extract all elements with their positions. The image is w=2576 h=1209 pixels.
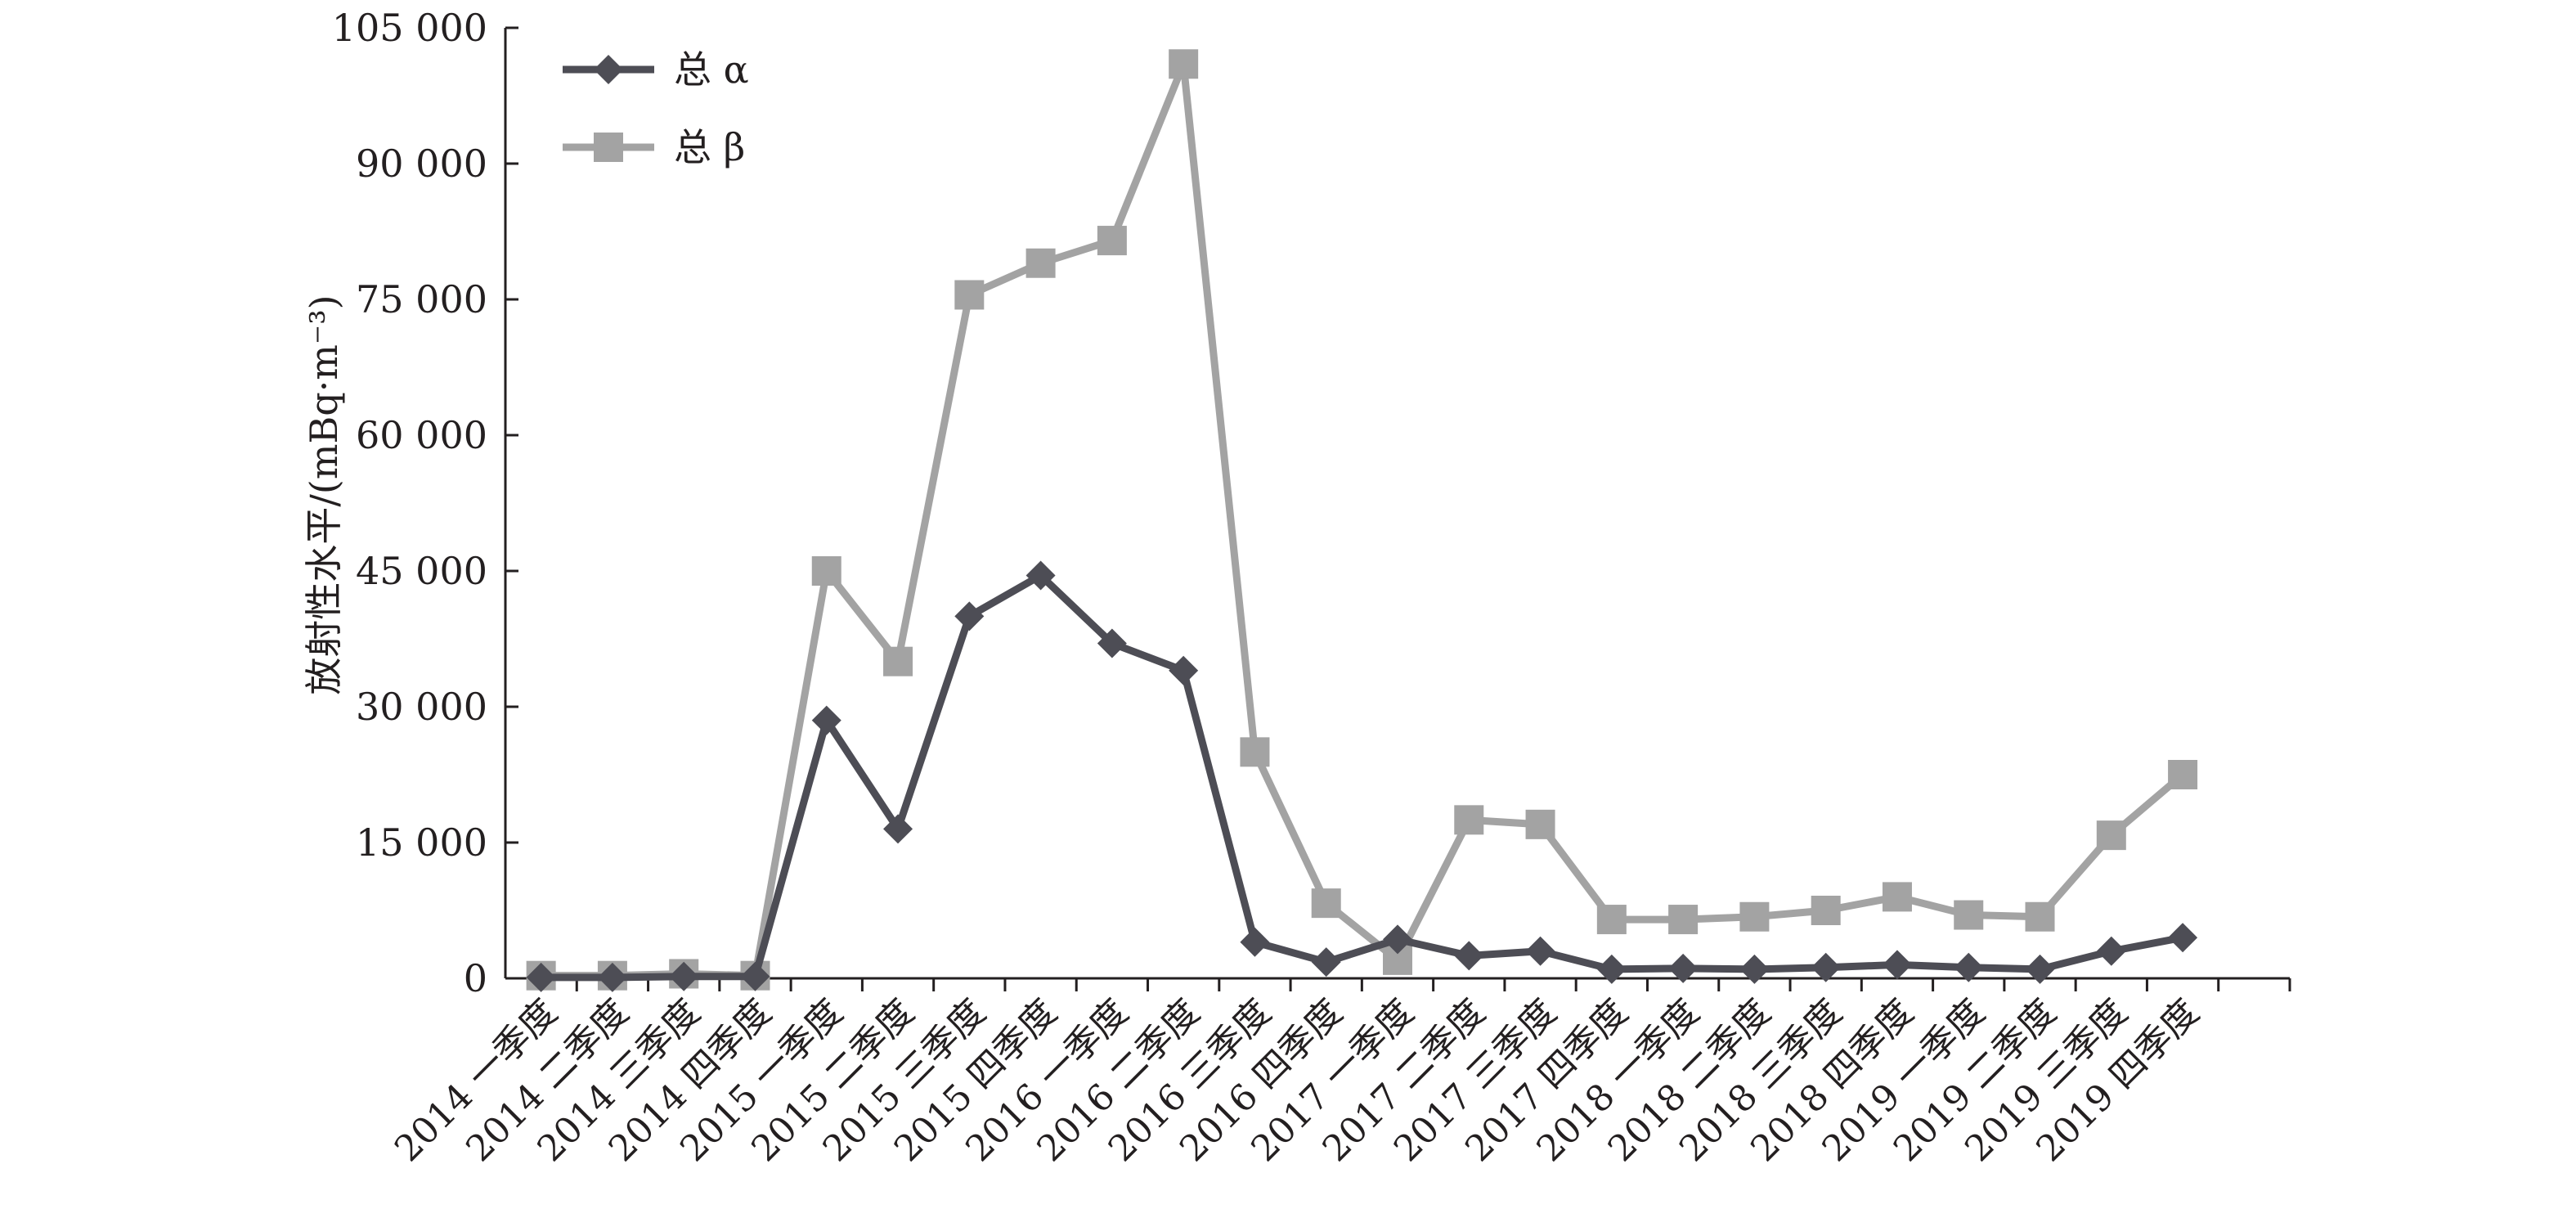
data-point-beta bbox=[1525, 809, 1555, 839]
data-point-beta bbox=[1954, 900, 1984, 930]
data-point-alpha bbox=[811, 705, 841, 735]
data-point-alpha bbox=[883, 814, 913, 844]
data-point-alpha bbox=[1668, 953, 1699, 983]
y-axis-label: 放射性水平/(mBq·m⁻³) bbox=[302, 294, 346, 694]
y-tick-label: 75 000 bbox=[356, 277, 487, 321]
series-beta bbox=[526, 49, 2198, 991]
axes bbox=[504, 28, 2290, 980]
data-point-alpha bbox=[2168, 923, 2198, 953]
data-point-alpha bbox=[1240, 927, 1270, 957]
data-point-beta bbox=[954, 280, 985, 310]
data-point-alpha bbox=[597, 962, 627, 992]
data-point-beta bbox=[2168, 760, 2198, 789]
data-point-alpha bbox=[2096, 936, 2126, 966]
data-point-alpha bbox=[1811, 952, 1841, 982]
data-point-alpha bbox=[1596, 954, 1627, 984]
legend-item-beta: 总 β bbox=[563, 125, 745, 169]
legend-marker bbox=[594, 133, 623, 162]
data-point-alpha bbox=[1311, 947, 1341, 978]
data-point-alpha bbox=[1025, 560, 1056, 591]
data-point-beta bbox=[2096, 820, 2126, 851]
data-point-alpha bbox=[1097, 628, 1127, 658]
data-point-beta bbox=[883, 646, 913, 676]
data-point-beta bbox=[1739, 901, 1770, 932]
y-tick-label: 105 000 bbox=[332, 6, 487, 50]
y-tick-label: 0 bbox=[464, 956, 487, 1000]
legend-label: 总 α bbox=[674, 47, 749, 92]
legend-label: 总 β bbox=[674, 125, 745, 169]
series-layer bbox=[526, 49, 2198, 992]
data-point-alpha bbox=[1454, 941, 1484, 971]
legend-marker bbox=[594, 55, 623, 84]
data-point-alpha bbox=[1739, 954, 1770, 984]
y-axis-ticks: 0 15 000 30 000 45 000 60 000 75 000 90 000 105… bbox=[332, 6, 518, 1000]
series-line-beta bbox=[541, 60, 2185, 980]
series-alpha bbox=[526, 560, 2198, 992]
data-point-alpha bbox=[526, 962, 556, 992]
data-point-alpha bbox=[1954, 952, 1984, 982]
data-point-alpha bbox=[954, 601, 985, 631]
data-point-alpha bbox=[1525, 936, 1555, 966]
data-point-alpha bbox=[1169, 655, 1199, 685]
data-point-beta bbox=[1240, 737, 1270, 767]
data-point-beta bbox=[1169, 49, 1199, 79]
data-point-beta bbox=[1668, 905, 1699, 935]
y-tick-label: 15 000 bbox=[356, 820, 487, 865]
y-tick-label: 30 000 bbox=[356, 685, 487, 729]
data-point-alpha bbox=[1882, 950, 1912, 980]
data-point-beta bbox=[1025, 248, 1056, 278]
legend-item-alpha: 总 α bbox=[563, 47, 749, 92]
data-point-beta bbox=[1596, 905, 1627, 935]
data-point-beta bbox=[1311, 888, 1341, 919]
data-point-alpha bbox=[669, 961, 699, 991]
data-point-beta bbox=[1454, 805, 1484, 835]
y-tick-label: 90 000 bbox=[356, 142, 487, 186]
data-point-alpha bbox=[740, 961, 770, 991]
data-point-beta bbox=[811, 556, 841, 586]
data-point-alpha bbox=[1383, 924, 1412, 955]
data-point-beta bbox=[1811, 896, 1841, 925]
y-tick-label: 45 000 bbox=[356, 549, 487, 593]
data-point-beta bbox=[2025, 901, 2055, 932]
legend: 总 α 总 β bbox=[563, 47, 749, 169]
y-tick-label: 60 000 bbox=[356, 413, 487, 457]
data-point-beta bbox=[1882, 882, 1912, 912]
data-point-beta bbox=[1097, 226, 1127, 256]
data-point-alpha bbox=[2025, 954, 2055, 984]
